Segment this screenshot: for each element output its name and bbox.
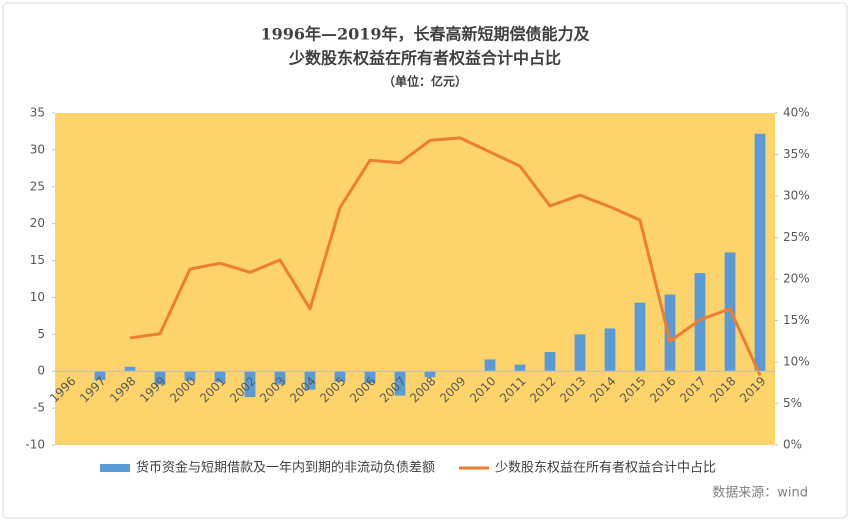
y-tick-label: -5 xyxy=(33,401,45,415)
bar xyxy=(514,364,526,372)
y2-tick-label: 25% xyxy=(783,230,810,244)
y-tick-label: -10 xyxy=(25,438,45,452)
line-series xyxy=(129,136,762,376)
chart-title: 1996年—2019年，长春高新短期偿债能力及 xyxy=(260,25,590,44)
bar xyxy=(274,371,286,385)
legend-label: 货币资金与短期借款及一年内到期的非流动负债差额 xyxy=(136,460,435,476)
y2-tick-label: 20% xyxy=(783,272,810,286)
y2-tick-label: 30% xyxy=(783,189,810,203)
bar xyxy=(544,352,556,372)
bar xyxy=(664,294,676,372)
y-tick-label: 20 xyxy=(30,216,45,230)
y-tick-label: 5 xyxy=(37,327,45,341)
bar xyxy=(574,334,586,372)
source-note: 数据来源：wind xyxy=(712,486,808,501)
unit-note: （单位：亿元） xyxy=(383,74,467,89)
chart-subtitle: 少数股东权益在所有者权益合计中占比 xyxy=(288,49,561,68)
y-tick-label: 25 xyxy=(30,179,45,193)
bar xyxy=(94,371,106,381)
bar xyxy=(424,371,436,378)
y2-tick-label: 35% xyxy=(783,147,810,161)
bar xyxy=(244,371,256,398)
y-tick-label: 35 xyxy=(30,106,45,120)
y2-tick-label: 40% xyxy=(783,106,810,120)
bar xyxy=(214,371,226,383)
bar xyxy=(304,371,316,390)
y2-tick-label: 5% xyxy=(783,396,802,410)
bar xyxy=(184,371,196,381)
y-tick-label: 0 xyxy=(37,364,45,378)
bar xyxy=(484,359,496,372)
legend-swatch xyxy=(100,464,130,472)
bar xyxy=(634,302,646,372)
y-tick-label: 15 xyxy=(30,253,45,267)
y2-tick-label: 10% xyxy=(783,355,810,369)
bar xyxy=(604,328,616,372)
bar xyxy=(124,366,136,372)
legend-label: 少数股东权益在所有者权益合计中占比 xyxy=(495,460,716,476)
bar xyxy=(364,371,376,384)
bar xyxy=(334,371,346,382)
y-tick-label: 10 xyxy=(30,290,45,304)
y-tick-label: 30 xyxy=(30,142,45,156)
y2-tick-label: 0% xyxy=(783,438,802,452)
bar xyxy=(694,273,706,372)
bar xyxy=(154,371,166,385)
bar xyxy=(394,371,406,396)
bar xyxy=(754,133,766,372)
y2-tick-label: 15% xyxy=(783,313,810,327)
